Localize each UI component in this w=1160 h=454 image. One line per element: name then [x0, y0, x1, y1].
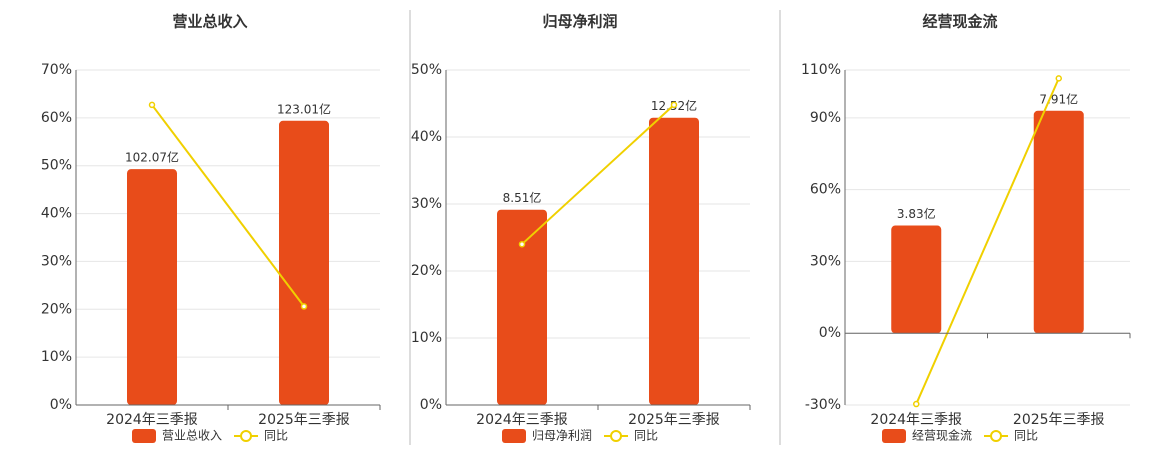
bar — [649, 117, 699, 406]
point — [300, 303, 308, 310]
y-tick-label: 20% — [411, 263, 442, 279]
x-tick-label: 2024年三季报 — [870, 412, 962, 428]
y-tick-label: 10% — [41, 349, 72, 365]
y-tick-label: 30% — [810, 253, 841, 269]
legend-label: 同比 — [1014, 429, 1038, 443]
point — [1055, 75, 1062, 82]
legend-swatch — [240, 430, 253, 442]
x-tick-label: 2025年三季报 — [1013, 412, 1105, 428]
x-tick-label: 2025年三季报 — [628, 412, 720, 428]
y-tick-label: 60% — [41, 110, 72, 126]
y-tick-label: 30% — [411, 196, 442, 212]
y-tick-label: 70% — [41, 62, 72, 78]
y-tick-label: 10% — [411, 330, 442, 346]
y-tick-label: 0% — [819, 325, 841, 341]
point — [518, 240, 526, 248]
bar — [497, 209, 547, 405]
y-tick-label: 60% — [810, 182, 841, 198]
point — [148, 101, 156, 109]
legend-label: 经营现金流 — [912, 428, 972, 443]
chart-title: 经营现金流 — [922, 13, 997, 31]
y-tick-label: 20% — [41, 301, 72, 317]
legend-swatch — [132, 429, 156, 443]
line — [521, 104, 675, 245]
legend-label: 归母净利润 — [532, 429, 592, 443]
y-tick-label: -30% — [805, 397, 841, 413]
y-tick-label: 110% — [801, 62, 841, 78]
bar — [279, 120, 329, 406]
legend-swatch — [882, 429, 906, 443]
y-tick-label: 40% — [411, 129, 442, 145]
x-tick-label: 2024年三季报 — [106, 412, 198, 428]
bar — [127, 169, 177, 405]
legend-label: 同比 — [264, 429, 288, 443]
legend-label: 营业总收入 — [162, 429, 222, 443]
y-tick-label: 0% — [50, 397, 72, 413]
y-tick-label: 0% — [420, 397, 442, 413]
y-tick-label: 40% — [41, 206, 72, 222]
point — [913, 400, 920, 408]
legend-swatch — [502, 429, 526, 443]
y-tick-label: 50% — [411, 62, 442, 78]
value-label: 7.91亿 — [1039, 91, 1078, 106]
line — [151, 104, 305, 308]
chart-title: 归母净利润 — [542, 13, 617, 31]
legend-swatch — [610, 430, 623, 442]
legend-label: 同比 — [634, 429, 658, 443]
bar — [891, 225, 942, 334]
value-label: 3.83亿 — [897, 206, 936, 221]
chart-title: 营业总收入 — [172, 13, 247, 31]
line — [915, 77, 1060, 405]
value-label: 102.07亿 — [125, 150, 179, 165]
x-tick-label: 2025年三季报 — [258, 412, 350, 428]
value-label: 123.01亿 — [277, 101, 331, 116]
x-tick-label: 2024年三季报 — [476, 412, 568, 428]
value-label: 8.51亿 — [503, 190, 542, 205]
y-tick-label: 30% — [41, 253, 72, 269]
legend-swatch — [990, 430, 1003, 442]
y-tick-label: 50% — [41, 158, 72, 174]
y-tick-label: 90% — [810, 110, 841, 126]
point — [670, 101, 678, 109]
bar — [1033, 110, 1084, 334]
